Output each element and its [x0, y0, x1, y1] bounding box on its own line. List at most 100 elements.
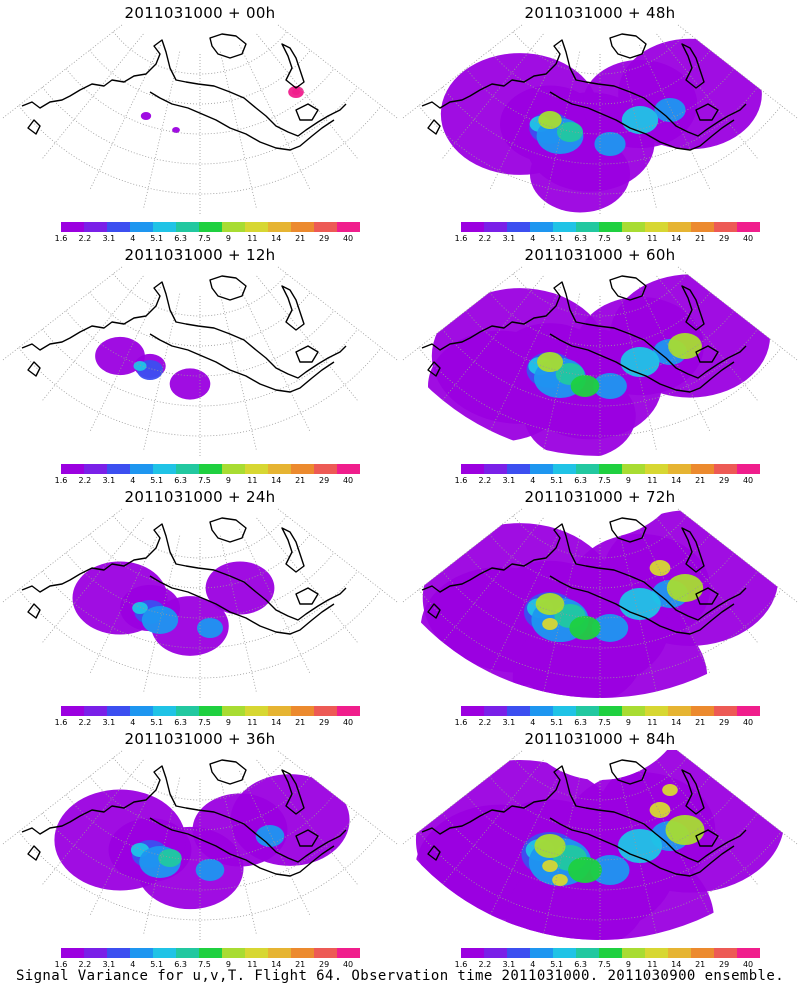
- colorbar-tick-label: 7.5: [198, 960, 211, 969]
- colorbar-tick-label: 9: [225, 960, 231, 969]
- colorbar-segment: [291, 222, 314, 232]
- colorbar-tick-label: 9: [625, 234, 631, 243]
- map-panel: 2011031000 + 12h 1.6 2.2 3.1 4 5.1 6.3 7.5 9 11 14…: [0, 242, 400, 485]
- map-panel: 2011031000 + 00h 1.6 2.2 3.1 4 5.1 6.3 7.5 9 11 14…: [0, 0, 400, 243]
- colorbar-segment: [291, 948, 314, 958]
- coastline: [149, 91, 335, 151]
- variance-blob: [649, 560, 671, 576]
- colorbar-tick-label: 1.6: [54, 960, 68, 969]
- coastline: [209, 759, 247, 785]
- colorbar-segment: [691, 222, 714, 232]
- coastline: [549, 91, 735, 151]
- coastline: [21, 281, 347, 379]
- variance-blob: [205, 561, 275, 615]
- colorbar-segment: [737, 948, 760, 958]
- colorbar-segment: [199, 948, 222, 958]
- colorbar-segment: [576, 464, 599, 474]
- colorbar-segment: [645, 464, 668, 474]
- colorbar-tick-label: 29: [319, 234, 330, 243]
- panel-title: 2011031000 + 84h: [524, 730, 676, 748]
- colorbar-segment: [130, 464, 153, 474]
- colorbar-tick-label: 2.2: [478, 234, 492, 243]
- coastline: [295, 587, 319, 605]
- colorbar-tick-label: 40: [342, 476, 354, 485]
- colorbar-segment: [61, 464, 84, 474]
- coastline: [209, 517, 247, 543]
- colorbar-segment: [314, 706, 337, 716]
- colorbar-segment: [268, 948, 291, 958]
- colorbar-tick-label: 5.1: [150, 476, 164, 485]
- colorbar-tick-label: 9: [225, 476, 231, 485]
- variance-blob: [590, 855, 630, 885]
- colorbar-tick-label: 5.1: [550, 718, 564, 727]
- latitude-line: [513, 273, 687, 317]
- colorbar-tick-label: 14: [671, 960, 682, 969]
- colorbar-segment: [461, 222, 484, 232]
- colorbar-segment: [107, 464, 130, 474]
- colorbar-tick-label: 4: [130, 960, 136, 969]
- coastline: [609, 759, 647, 785]
- colorbar: [461, 948, 760, 958]
- colorbar-tick-label: 11: [647, 476, 658, 485]
- colorbar-segment: [130, 948, 153, 958]
- variance-blob: [195, 859, 225, 881]
- data-field: [420, 510, 779, 699]
- variance-blob: [132, 602, 148, 614]
- latitude-line: [89, 49, 311, 105]
- colorbar-segment: [622, 706, 645, 716]
- data-field: [72, 561, 275, 656]
- colorbar-segment: [84, 948, 107, 958]
- variance-blob: [255, 825, 285, 847]
- variance-blob: [141, 606, 179, 634]
- colorbar-segment: [668, 706, 691, 716]
- colorbar-segment: [337, 222, 360, 232]
- colorbar-tick-label: 14: [271, 718, 282, 727]
- colorbar-segment: [245, 222, 268, 232]
- colorbar-tick-label: 21: [295, 718, 306, 727]
- coastline: [427, 603, 441, 619]
- colorbar-tick-label: 29: [319, 960, 330, 969]
- coastline: [281, 43, 305, 89]
- map-plot: [402, 750, 798, 941]
- colorbar-segment: [530, 464, 553, 474]
- variance-blob: [591, 614, 629, 642]
- colorbar-tick-label: 4: [530, 234, 536, 243]
- colorbar-labels: 1.6 2.2 3.1 4 5.1 6.3 7.5 9 11 14 21 29 40: [55, 960, 360, 970]
- colorbar-segment: [599, 464, 622, 474]
- colorbar-segment: [507, 222, 530, 232]
- colorbar-tick-label: 9: [225, 718, 231, 727]
- variance-blob: [649, 802, 671, 818]
- colorbar-segment: [291, 706, 314, 716]
- variance-blob: [197, 618, 223, 638]
- colorbar-tick-label: 7.5: [598, 476, 611, 485]
- latitude-line: [113, 515, 287, 559]
- colorbar-segment: [714, 464, 737, 474]
- colorbar-segment: [507, 464, 530, 474]
- coastline: [281, 769, 305, 815]
- colorbar-labels: 1.6 2.2 3.1 4 5.1 6.3 7.5 9 11 14 21 29 40: [55, 718, 360, 728]
- coastline: [695, 103, 719, 121]
- colorbar-segment: [153, 948, 176, 958]
- colorbar-segment: [222, 464, 245, 474]
- colorbar-tick-label: 6.3: [174, 476, 187, 485]
- colorbar-segment: [553, 222, 576, 232]
- coastline: [295, 103, 319, 121]
- colorbar-tick-label: 2.2: [478, 476, 492, 485]
- latitude-line: [489, 49, 711, 105]
- colorbar-segment: [668, 948, 691, 958]
- colorbar-tick-label: 3.1: [502, 960, 516, 969]
- map-panel: 2011031000 + 36h 1.6 2.2 3.1 4 5.1 6.3 7.5 9 11 14…: [0, 726, 400, 970]
- colorbar-tick-label: 21: [695, 476, 706, 485]
- colorbar-tick-label: 1.6: [54, 718, 68, 727]
- colorbar-tick-label: 7.5: [598, 960, 611, 969]
- colorbar-tick-label: 3.1: [502, 234, 516, 243]
- colorbar-tick-label: 40: [742, 960, 754, 969]
- colorbar-tick-label: 4: [530, 476, 536, 485]
- colorbar-tick-label: 2.2: [78, 476, 92, 485]
- coastline: [27, 603, 41, 619]
- coastline: [295, 345, 319, 363]
- colorbar-tick-label: 5.1: [550, 476, 564, 485]
- colorbar-segment: [291, 464, 314, 474]
- colorbar-tick-label: 14: [671, 476, 682, 485]
- colorbar-segment: [245, 948, 268, 958]
